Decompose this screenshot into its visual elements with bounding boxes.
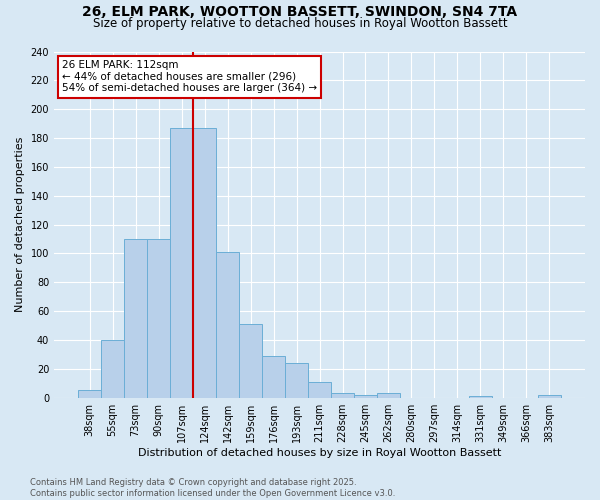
Bar [538,395,561,398]
Text: 26 ELM PARK: 112sqm
← 44% of detached houses are smaller (296)
54% of semi-detac: 26 ELM PARK: 112sqm ← 44% of detached ho… [62,60,317,94]
Bar [262,356,285,398]
Bar [216,252,239,398]
Bar [308,382,331,398]
Bar [354,395,377,398]
Text: Contains HM Land Registry data © Crown copyright and database right 2025.
Contai: Contains HM Land Registry data © Crown c… [30,478,395,498]
Bar [285,363,308,398]
Bar [147,239,170,398]
Bar [101,340,124,398]
Bar [124,239,147,398]
Bar [193,128,216,398]
Y-axis label: Number of detached properties: Number of detached properties [15,137,25,312]
Text: 26, ELM PARK, WOOTTON BASSETT, SWINDON, SN4 7TA: 26, ELM PARK, WOOTTON BASSETT, SWINDON, … [82,5,518,19]
Bar [239,324,262,398]
Bar [78,390,101,398]
Bar [469,396,492,398]
Bar [331,394,354,398]
X-axis label: Distribution of detached houses by size in Royal Wootton Bassett: Distribution of detached houses by size … [138,448,501,458]
Text: Size of property relative to detached houses in Royal Wootton Bassett: Size of property relative to detached ho… [92,18,508,30]
Bar [170,128,193,398]
Bar [377,394,400,398]
